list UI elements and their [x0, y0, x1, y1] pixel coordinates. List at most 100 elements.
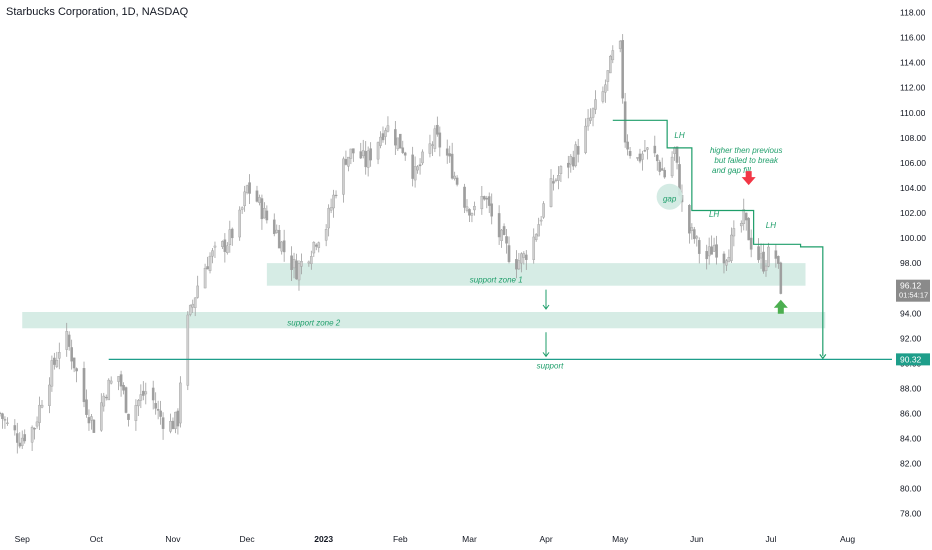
- candle-body: [206, 266, 209, 270]
- candle-body: [490, 203, 494, 217]
- candle-body: [349, 148, 353, 159]
- candle-body: [759, 253, 763, 259]
- candle-body: [228, 229, 232, 245]
- x-tick-label[interactable]: Jun: [690, 534, 704, 544]
- candle-body: [411, 154, 414, 179]
- candle-body: [487, 196, 491, 206]
- y-tick-label[interactable]: 100.00: [900, 233, 926, 243]
- candle-body: [697, 240, 701, 254]
- candle-body: [497, 213, 501, 238]
- candle-body: [482, 196, 486, 200]
- candle-body: [193, 297, 197, 308]
- candle-body: [211, 250, 214, 257]
- y-tick-label[interactable]: 112.00: [900, 83, 926, 93]
- y-tick-label[interactable]: 88.00: [900, 383, 922, 393]
- candle-body: [589, 117, 592, 121]
- y-tick-label[interactable]: 118.00: [900, 8, 926, 18]
- candle-body: [468, 209, 471, 216]
- candle-body: [722, 253, 726, 264]
- candle-body: [591, 108, 595, 118]
- annotation-5: but failed to break: [714, 156, 779, 165]
- x-axis[interactable]: Sep Oct Nov Dec 2023 Feb Mar Apr May Jun Jul Aug: [15, 534, 856, 544]
- candle-body: [641, 153, 644, 160]
- green-up-arrow-icon: [773, 299, 788, 314]
- candle-body: [124, 387, 128, 413]
- x-tick-label[interactable]: Aug: [840, 534, 855, 544]
- candle-body: [436, 124, 439, 135]
- candle-body: [23, 434, 27, 442]
- candle-body: [655, 154, 659, 162]
- y-tick-label[interactable]: 94.00: [900, 308, 922, 318]
- y-axis[interactable]: 78.0080.0082.0084.0086.0088.0090.0092.00…: [896, 8, 930, 519]
- x-tick-label[interactable]: Dec: [240, 534, 256, 544]
- candle-body: [554, 179, 558, 181]
- candle-body: [119, 374, 123, 387]
- y-tick-label[interactable]: 84.00: [900, 434, 922, 444]
- x-tick-label[interactable]: Jul: [765, 534, 776, 544]
- candle-body: [312, 242, 316, 254]
- y-tick-label[interactable]: 80.00: [900, 484, 922, 494]
- y-tick-label[interactable]: 108.00: [900, 133, 926, 143]
- bar-countdown-text: 01:54:17: [899, 291, 928, 300]
- y-tick-label[interactable]: 92.00: [900, 333, 922, 343]
- annotation-0: LH: [674, 131, 684, 140]
- candle-body: [38, 404, 41, 423]
- candle-body: [742, 209, 746, 224]
- y-tick-label[interactable]: 82.00: [900, 459, 922, 469]
- candle-body: [379, 136, 382, 146]
- y-tick-label[interactable]: 110.00: [900, 108, 926, 118]
- candle-body: [453, 175, 456, 179]
- y-tick-label[interactable]: 98.00: [900, 258, 922, 268]
- candle-body: [421, 151, 424, 164]
- y-tick-label[interactable]: 86.00: [900, 408, 922, 418]
- candle-body: [688, 205, 691, 234]
- x-tick-label[interactable]: Feb: [393, 534, 408, 544]
- y-tick-label[interactable]: 102.00: [900, 208, 926, 218]
- candle-body: [272, 219, 276, 235]
- y-tick-label[interactable]: 78.00: [900, 509, 922, 519]
- x-tick-label[interactable]: Nov: [165, 534, 181, 544]
- candle-body: [762, 251, 765, 272]
- x-tick-label[interactable]: Mar: [462, 534, 477, 544]
- y-tick-label[interactable]: 114.00: [900, 58, 926, 68]
- candle-body: [191, 303, 195, 308]
- candle-body: [394, 129, 397, 146]
- x-tick-label[interactable]: May: [612, 534, 629, 544]
- candle-body: [749, 237, 753, 250]
- candle-body: [156, 409, 160, 411]
- candle-body: [621, 39, 624, 99]
- candle-body: [238, 209, 241, 238]
- candle-body: [361, 150, 365, 157]
- candle-body: [327, 208, 330, 229]
- candle-body: [381, 133, 385, 141]
- candle-body: [712, 244, 716, 252]
- candle-body: [537, 224, 540, 237]
- candle-body: [552, 181, 555, 184]
- candle-body: [502, 226, 506, 235]
- candle-body: [542, 203, 545, 218]
- candle-body: [369, 148, 372, 161]
- candle-body: [18, 442, 22, 447]
- candle-body: [240, 207, 244, 210]
- candle-body: [715, 244, 718, 258]
- candle-body: [169, 421, 172, 432]
- candle-body: [710, 246, 713, 255]
- candle-body: [213, 245, 217, 248]
- x-tick-label[interactable]: Apr: [539, 534, 552, 544]
- x-tick-label[interactable]: Oct: [90, 534, 104, 544]
- annotation-2: LH: [766, 221, 776, 230]
- candle-body: [438, 132, 442, 148]
- y-tick-label[interactable]: 104.00: [900, 183, 926, 193]
- x-tick-label[interactable]: Sep: [15, 534, 30, 544]
- y-tick-label[interactable]: 106.00: [900, 158, 926, 168]
- y-tick-label[interactable]: 116.00: [900, 33, 926, 43]
- candle-body: [757, 246, 760, 261]
- candle-body: [300, 261, 303, 267]
- candle-body: [30, 426, 34, 443]
- candle-body: [307, 261, 311, 264]
- x-tick-label[interactable]: 2023: [314, 534, 333, 544]
- candle-body: [3, 419, 7, 421]
